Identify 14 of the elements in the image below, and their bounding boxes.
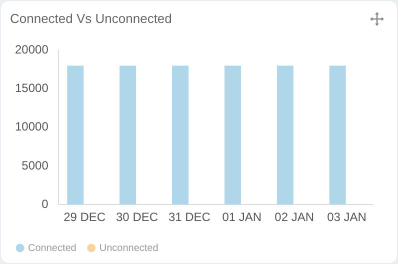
y-tick-label: 10000 <box>14 120 49 134</box>
x-tick-label: 02 JAN <box>274 210 314 224</box>
legend-label: Unconnected <box>99 242 158 254</box>
x-tick-label: 29 DEC <box>64 210 106 224</box>
x-tick-label: 01 JAN <box>222 210 262 224</box>
y-tick-label: 15000 <box>14 81 49 96</box>
legend-label: Connected <box>28 242 76 254</box>
y-tick-label: 0 <box>42 196 49 211</box>
x-tick-label: 31 DEC <box>168 210 211 224</box>
x-tick-label: 30 DEC <box>116 210 158 224</box>
y-tick-label: 5000 <box>22 158 49 172</box>
chart-title: Connected Vs Unconnected <box>10 11 172 26</box>
x-tick-label: 03 JAN <box>327 210 366 224</box>
y-tick-label: 20000 <box>14 42 49 57</box>
